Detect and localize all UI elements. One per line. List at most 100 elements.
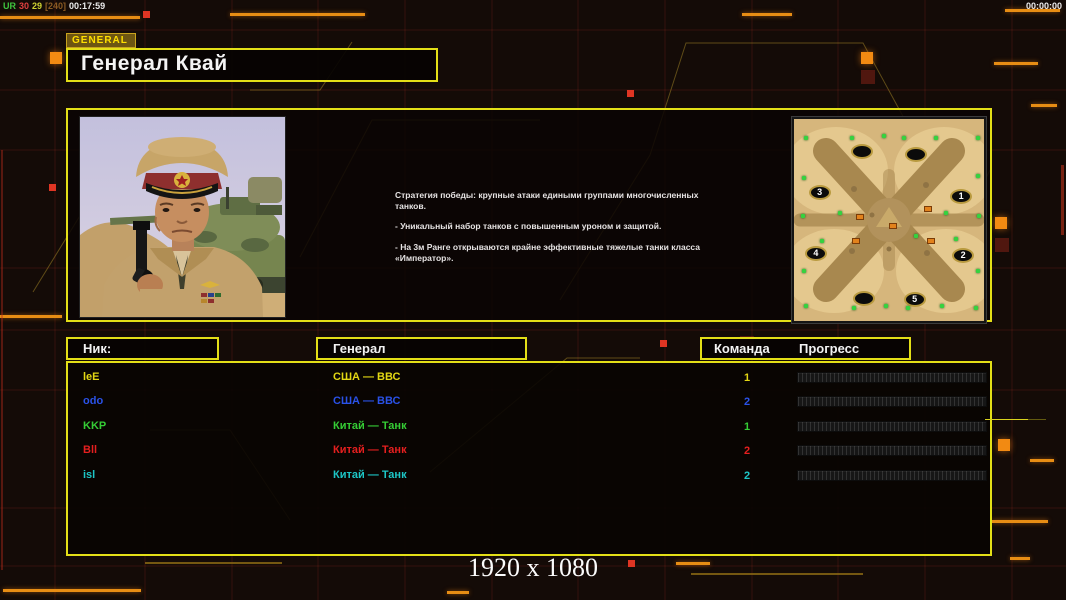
game-timer: 00:00:00 bbox=[1025, 1, 1062, 11]
player-progress-bar bbox=[797, 396, 987, 408]
player-name: KKP bbox=[83, 419, 107, 432]
minimap-supply-dot bbox=[852, 238, 860, 244]
table-row: odo США — ВВС 2 bbox=[68, 392, 990, 416]
accent-line bbox=[1005, 9, 1060, 12]
minimap-tree-dot bbox=[914, 234, 918, 238]
header-team-label: Команда bbox=[714, 341, 770, 356]
accent-line bbox=[1030, 459, 1054, 462]
title-box: Генерал Квай bbox=[66, 48, 438, 82]
minimap-tree-dot bbox=[902, 136, 906, 140]
player-team: 1 bbox=[743, 420, 751, 433]
minimap-oil-derrick bbox=[853, 290, 876, 306]
header-nick: Ник: bbox=[66, 337, 219, 360]
player-name: Bll bbox=[83, 444, 98, 457]
minimap-tree-dot bbox=[977, 214, 981, 218]
accent-line bbox=[230, 13, 365, 16]
minimap-supply-dot bbox=[927, 238, 935, 244]
accent-square bbox=[143, 11, 150, 18]
minimap-tree-dot bbox=[850, 136, 854, 140]
accent-line bbox=[1010, 557, 1030, 560]
table-row: KKP Китай — Танк 1 bbox=[68, 417, 990, 441]
accent-line bbox=[145, 562, 282, 564]
minimap-tree-dot bbox=[802, 269, 806, 273]
general-description: Стратегия победы: крупные атаки едиными … bbox=[395, 190, 711, 273]
minimap-start-position: 5 bbox=[903, 291, 926, 307]
accent-line bbox=[992, 520, 1048, 523]
player-team: 1 bbox=[743, 372, 751, 384]
header-general-label: Генерал bbox=[333, 341, 386, 356]
header-team-progress: Команда Прогресс bbox=[700, 337, 911, 360]
minimap-tree-dot bbox=[944, 211, 948, 215]
table-row: isl Китай — Танк 2 bbox=[68, 466, 990, 490]
accent-line bbox=[1031, 104, 1057, 107]
debug-status-part: 29 bbox=[32, 1, 43, 11]
accent-line bbox=[1, 150, 3, 570]
accent-tick bbox=[1028, 419, 1046, 420]
description-line: Стратегия победы: крупные атаки едиными … bbox=[395, 190, 699, 211]
minimap-markers: 1 2 3 4 5 bbox=[794, 119, 984, 321]
accent-square bbox=[861, 52, 873, 64]
debug-status-part: 00:17:59 bbox=[69, 1, 106, 11]
player-progress-bar bbox=[797, 445, 987, 457]
minimap-tree-dot bbox=[976, 269, 980, 273]
accent-square bbox=[995, 217, 1007, 229]
player-general: США — ВВС bbox=[333, 395, 401, 408]
table-row: leE США — ВВС 1 bbox=[68, 368, 990, 392]
minimap-tree-dot bbox=[804, 304, 808, 308]
debug-status-part: UR bbox=[3, 1, 16, 11]
minimap-tree-dot bbox=[884, 304, 888, 308]
minimap-tree-dot bbox=[804, 136, 808, 140]
resolution-label: 1920 x 1080 bbox=[468, 553, 598, 582]
general-info-panel: Стратегия победы: крупные атаки едиными … bbox=[66, 108, 992, 324]
minimap-tree-dot bbox=[940, 304, 944, 308]
minimap-start-position: 3 bbox=[808, 184, 831, 200]
accent-square bbox=[627, 90, 634, 97]
accent-square bbox=[660, 340, 667, 347]
description-line: - На 3м Ранге открываются крайне эффекти… bbox=[395, 241, 700, 263]
minimap-start-position: 1 bbox=[950, 188, 973, 204]
header-progress-label: Прогресс bbox=[799, 341, 860, 356]
accent-line bbox=[447, 591, 469, 594]
player-team: 2 bbox=[743, 469, 751, 482]
accent-square bbox=[995, 238, 1009, 252]
general-tab: GENERAL bbox=[66, 33, 136, 48]
player-general: Китай — Танк bbox=[333, 444, 407, 457]
debug-status-text: UR 30 29 [240] 00:17:59 bbox=[3, 1, 108, 11]
accent-line bbox=[0, 16, 140, 19]
minimap-supply-dot bbox=[924, 206, 932, 212]
minimap-tree-dot bbox=[974, 306, 978, 310]
debug-status-part: 30 bbox=[19, 1, 30, 11]
player-name: leE bbox=[83, 371, 100, 383]
minimap-tree-dot bbox=[882, 134, 886, 138]
minimap-supply-dot bbox=[856, 214, 864, 220]
accent-line bbox=[691, 573, 863, 575]
player-name: odo bbox=[83, 395, 104, 408]
minimap-tree-dot bbox=[976, 174, 980, 178]
header-nick-label: Ник: bbox=[83, 341, 112, 356]
minimap-tree-dot bbox=[976, 136, 980, 140]
player-progress-bar bbox=[797, 469, 987, 481]
players-table: leE США — ВВС 1 odo США — ВВС 2 KKP Китай — Тан… bbox=[66, 361, 992, 556]
player-team: 2 bbox=[743, 396, 751, 409]
accent-square bbox=[998, 439, 1010, 451]
accent-square bbox=[628, 560, 635, 567]
header-general: Генерал bbox=[316, 337, 527, 360]
table-row: Bll Китай — Танк 2 bbox=[68, 441, 990, 465]
minimap-tree-dot bbox=[934, 136, 938, 140]
page-title: Генерал Квай bbox=[81, 52, 228, 75]
accent-square bbox=[861, 70, 875, 84]
player-rows: leE США — ВВС 1 odo США — ВВС 2 KKP Китай — Тан… bbox=[68, 368, 990, 490]
accent-square bbox=[50, 52, 62, 64]
minimap-tree-dot bbox=[838, 211, 842, 215]
minimap: 1 2 3 4 5 bbox=[791, 116, 987, 324]
accent-line bbox=[0, 315, 62, 318]
accent-line bbox=[676, 562, 710, 565]
player-progress-bar bbox=[797, 372, 987, 383]
minimap-start-position: 4 bbox=[804, 245, 827, 261]
minimap-start-position: 2 bbox=[952, 248, 975, 264]
minimap-oil-derrick bbox=[904, 147, 927, 163]
accent-line bbox=[994, 62, 1038, 65]
accent-tick bbox=[985, 419, 1028, 420]
minimap-supply-dot bbox=[889, 223, 897, 229]
